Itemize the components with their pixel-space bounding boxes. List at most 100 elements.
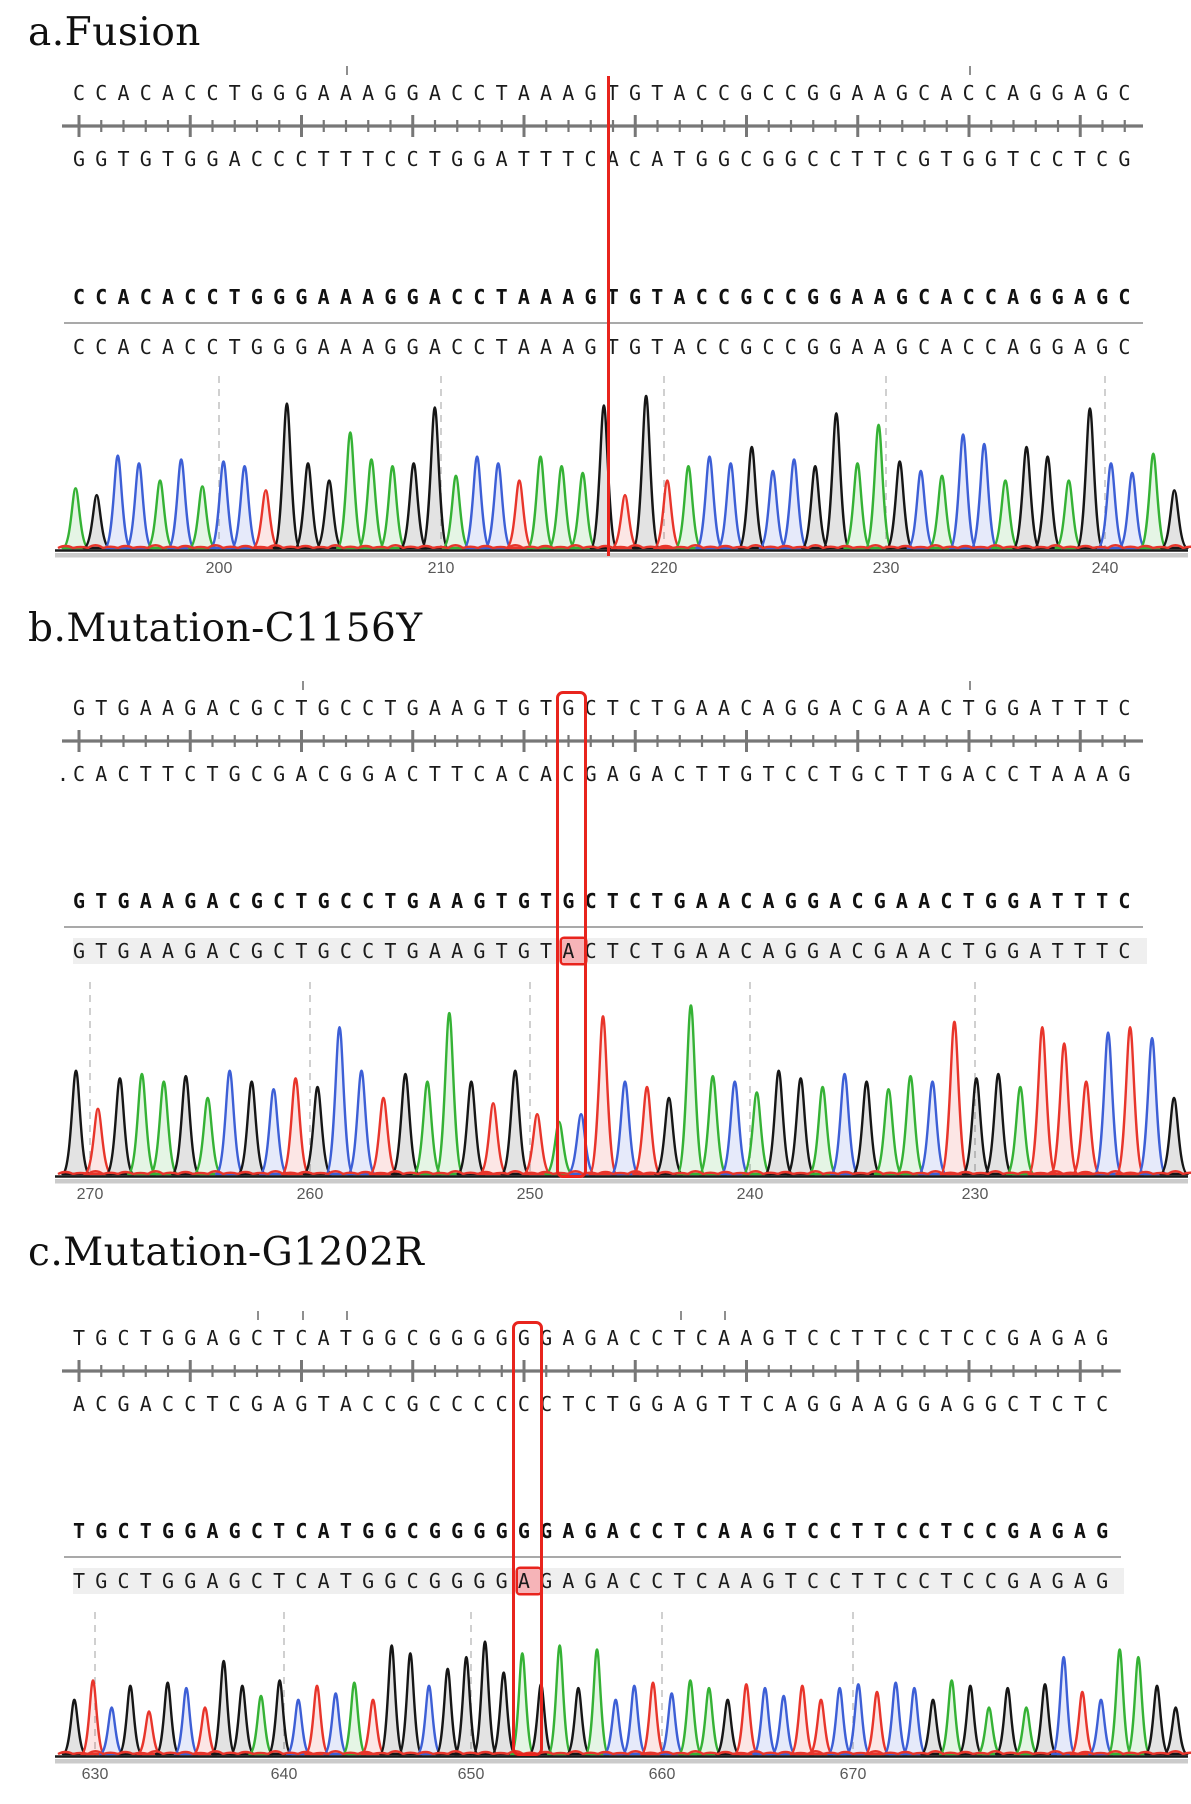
trace-peak-A [677,1679,704,1756]
trace-peak-G [800,465,830,550]
trace-peak-C [124,462,154,550]
divider-line [64,322,1143,324]
trace-peak-G [714,1698,741,1756]
axis-position-label: 240 [1091,560,1119,577]
trace-peak-A [434,1011,465,1176]
trace-peak-A [1125,1655,1152,1756]
boxed-base: G [517,1326,541,1350]
trace-peak-A [1005,1085,1036,1176]
mutation-marker-box [511,1321,543,1756]
trace-peak-C [483,462,513,550]
axis-position-label: 210 [427,560,455,577]
trace-peak-T [1069,1690,1096,1756]
trace-peak-C [602,1698,629,1756]
trace-peak-C [346,1069,377,1176]
panel-b-title: b.Mutation-C1156Y [28,606,423,651]
trace-peak-G [851,1080,882,1176]
trace-peak-G [737,445,767,550]
axis-position-label: 670 [839,1766,867,1783]
trace-peak-A [188,485,217,550]
trace-peak-T [789,1684,816,1756]
trace-peak-T [733,1683,760,1756]
axis-position-label: 650 [457,1766,485,1783]
trace-peak-A [546,1644,573,1756]
trace-peak-G [61,1069,91,1176]
clipped-base-fragment: . [57,762,80,786]
trace-peak-G [105,1077,135,1176]
trace-peak-G [500,1069,530,1176]
trace-peak-G [631,394,661,550]
trace-peak-C [695,455,724,550]
trace-peak-G [236,1080,267,1176]
trace-peak-G [453,1655,480,1756]
trace-peak-A [547,465,576,550]
trace-peak-T [1027,1026,1058,1176]
trace-peak-G [378,1644,405,1756]
trace-peak-T [360,1698,386,1756]
trace-peak-T [1049,1042,1079,1176]
trace-peak-G [229,1684,256,1756]
trace-peak-T [192,1706,218,1756]
trace-peak-T [136,1710,162,1756]
baseline-strip [55,553,1188,558]
panel-c-title: c.Mutation-G1202R [28,1230,425,1275]
trace-peak-C [166,458,196,550]
trace-peak-A [698,1074,728,1176]
baseline-trace-red [57,1170,1191,1176]
complement-strand-sequence: ACGACCTCGAGTACCGCCCCCCTCTGGAGTTCAGGAAGGA… [73,1392,1119,1416]
position-axis: 200 210 220 230 240 [0,560,1191,580]
trace-peak-C [658,1692,685,1756]
trace-peak-C [770,1694,797,1756]
trace-peak-G [994,1686,1021,1756]
trace-peak-T [478,1102,509,1176]
trace-peak-C [1088,1698,1114,1756]
trace-peak-C [1050,1655,1077,1756]
axis-position-label: 270 [76,1186,104,1203]
trace-peak-A [976,1706,1002,1756]
trace-peak-G [983,1072,1014,1176]
trace-peak-G [266,1679,293,1756]
trace-peak-C [610,1080,640,1176]
query-sequence: GTGAAGACGCTGCCTGAAGTGTACTCTGAACAGGACGAAC… [73,938,1147,964]
baseline-strip [55,1759,1188,1764]
trace-peak-G [961,1077,992,1176]
trace-peak-T [368,1096,399,1176]
axis-position-label: 250 [516,1186,544,1203]
strand-tick-mark [301,1311,304,1320]
trace-peak-G [920,1698,946,1756]
trace-peak-C [845,1683,872,1756]
trace-peak-C [779,458,809,550]
trace-peak-C [324,1026,355,1176]
trace-peak-C [462,455,492,550]
trace-peak-G [397,1652,424,1756]
trace-peak-G [1160,489,1189,550]
trace-peak-G [785,1077,816,1176]
trace-peak-C [906,469,936,550]
trace-peak-G [434,1667,461,1756]
axis-position-label: 630 [81,1766,109,1783]
trace-peak-A [1106,1648,1133,1756]
trace-peak-T [304,1684,330,1756]
position-axis: 270 260 250 240 230 [0,1186,1191,1206]
trace-peak-C [752,1686,778,1756]
trace-peak-A [807,1085,838,1176]
trace-peak-A [149,1080,179,1176]
trace-peak-G [117,1684,144,1756]
trace-peak-G [957,1684,984,1756]
trace-peak-G [302,1085,333,1176]
chromatogram-trace [55,376,1191,558]
trace-peak-A [676,1004,706,1176]
trace-peak-T [610,493,640,550]
trace-peak-C [230,465,259,550]
trace-peak-C [103,454,133,550]
trace-peak-G [1162,1706,1189,1756]
axis-position-label: 220 [650,560,678,577]
trace-peak-C [826,1686,853,1756]
trace-peak-G [822,412,851,550]
trace-peak-A [509,1652,536,1756]
trace-peak-G [314,479,344,550]
trace-peak-G [589,404,619,550]
trace-peak-C [901,1686,928,1756]
trace-peak-A [126,1072,157,1176]
trace-peak-A [412,1080,443,1176]
